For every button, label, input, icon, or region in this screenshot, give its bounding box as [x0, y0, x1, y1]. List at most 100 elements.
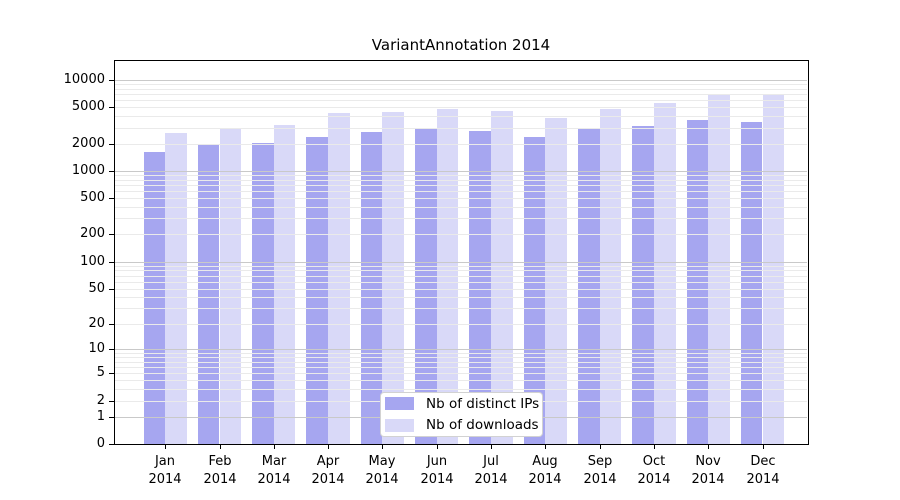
- y-tick-5000: [109, 107, 114, 108]
- gridline-4000: [115, 116, 807, 117]
- y-tick-label: 100: [80, 254, 105, 269]
- gridline-500: [115, 198, 807, 199]
- y-tick-label: 0: [96, 436, 105, 451]
- bar-distinct-ips-may: [360, 132, 383, 444]
- gridline-10: [115, 349, 807, 350]
- gridline-4: [115, 380, 807, 381]
- legend-swatch-distinct-ips: [385, 397, 414, 411]
- y-tick-label: 5: [96, 365, 105, 380]
- gridline-200: [115, 234, 807, 235]
- y-tick-label: 200: [80, 226, 105, 241]
- x-tick-year: 2014: [583, 472, 617, 487]
- x-tick-label-sep: Sep 2014: [570, 453, 630, 489]
- legend-item-distinct-ips: Nb of distinct IPs: [385, 395, 540, 413]
- gridline-6000: [115, 100, 807, 101]
- gridline-80: [115, 270, 807, 271]
- x-tick-year: 2014: [691, 472, 725, 487]
- gridline-5000: [115, 107, 807, 108]
- x-tick-year: 2014: [365, 472, 399, 487]
- y-tick-1000: [109, 171, 114, 172]
- x-tick-sep: [600, 444, 601, 449]
- gridline-800: [115, 180, 807, 181]
- gridline-8: [115, 357, 807, 358]
- gridline-900: [115, 175, 807, 176]
- legend-swatch-downloads: [385, 418, 414, 432]
- x-tick-jul: [491, 444, 492, 449]
- y-tick-10000: [109, 80, 114, 81]
- legend-label: Nb of distinct IPs: [426, 395, 540, 412]
- x-tick-mar: [274, 444, 275, 449]
- gridline-50: [115, 289, 807, 290]
- y-tick-label: 500: [80, 190, 105, 205]
- x-tick-oct: [654, 444, 655, 449]
- y-tick-10: [109, 349, 114, 350]
- x-tick-year: 2014: [474, 472, 508, 487]
- y-tick-label: 5000: [71, 99, 105, 114]
- bar-downloads-jan: [165, 133, 187, 444]
- bar-downloads-aug: [545, 117, 567, 444]
- y-tick-label: 2000: [71, 136, 105, 151]
- y-tick-2: [109, 401, 114, 402]
- gridline-10000: [115, 80, 807, 81]
- y-tick-label: 2: [96, 393, 105, 408]
- bar-downloads-may: [382, 111, 405, 444]
- x-tick-dec: [763, 444, 764, 449]
- y-tick-5: [109, 373, 114, 374]
- legend-item-downloads: Nb of downloads: [385, 417, 539, 435]
- x-tick-label-jul: Jul 2014: [461, 453, 521, 489]
- gridline-2000: [115, 144, 807, 145]
- x-tick-year: 2014: [203, 472, 237, 487]
- x-tick-label-nov: Nov 2014: [678, 453, 738, 489]
- bar-downloads-dec: [762, 94, 785, 444]
- chart-legend: Nb of distinct IPs Nb of downloads: [380, 392, 543, 437]
- y-tick-label: 50: [88, 281, 105, 296]
- x-tick-label-apr: Apr 2014: [298, 453, 358, 489]
- gridline-300: [115, 218, 807, 219]
- y-tick-label: 1: [96, 409, 105, 424]
- gridline-3: [115, 389, 807, 390]
- bar-distinct-ips-feb: [197, 145, 220, 444]
- gridline-20: [115, 324, 807, 325]
- x-tick-year: 2014: [528, 472, 562, 487]
- gridline-7: [115, 362, 807, 363]
- x-tick-label-feb: Feb 2014: [190, 453, 250, 489]
- bar-distinct-ips-mar: [252, 142, 274, 444]
- y-tick-0: [109, 444, 114, 445]
- x-tick-year: 2014: [148, 472, 182, 487]
- y-tick-1: [109, 417, 114, 418]
- x-tick-feb: [220, 444, 221, 449]
- bar-distinct-ips-apr: [306, 136, 329, 444]
- legend-label: Nb of downloads: [426, 417, 539, 434]
- y-tick-label: 1000: [71, 163, 105, 178]
- chart-title: VariantAnnotation 2014: [371, 36, 551, 54]
- gridline-600: [115, 191, 807, 192]
- bar-downloads-mar: [273, 125, 296, 444]
- x-tick-aug: [545, 444, 546, 449]
- x-tick-label-aug: Aug 2014: [515, 453, 575, 489]
- y-tick-50: [109, 289, 114, 290]
- y-tick-label: 20: [88, 316, 105, 331]
- x-tick-label-mar: Mar 2014: [244, 453, 304, 489]
- x-tick-year: 2014: [311, 472, 345, 487]
- x-tick-year: 2014: [637, 472, 671, 487]
- bar-distinct-ips-oct: [632, 126, 654, 444]
- y-tick-20: [109, 324, 114, 325]
- gridline-1000: [115, 171, 807, 172]
- gridline-8000: [115, 89, 807, 90]
- y-tick-100: [109, 262, 114, 263]
- gridline-700: [115, 185, 807, 186]
- gridline-9: [115, 353, 807, 354]
- x-tick-may: [382, 444, 383, 449]
- x-tick-year: 2014: [257, 472, 291, 487]
- gridline-6: [115, 367, 807, 368]
- y-tick-200: [109, 234, 114, 235]
- x-tick-label-oct: Oct 2014: [624, 453, 684, 489]
- gridline-30: [115, 308, 807, 309]
- gridline-9000: [115, 84, 807, 85]
- gridline-90: [115, 266, 807, 267]
- gridline-5: [115, 373, 807, 374]
- y-tick-2000: [109, 144, 114, 145]
- x-tick-nov: [708, 444, 709, 449]
- bar-distinct-ips-jul: [469, 130, 491, 444]
